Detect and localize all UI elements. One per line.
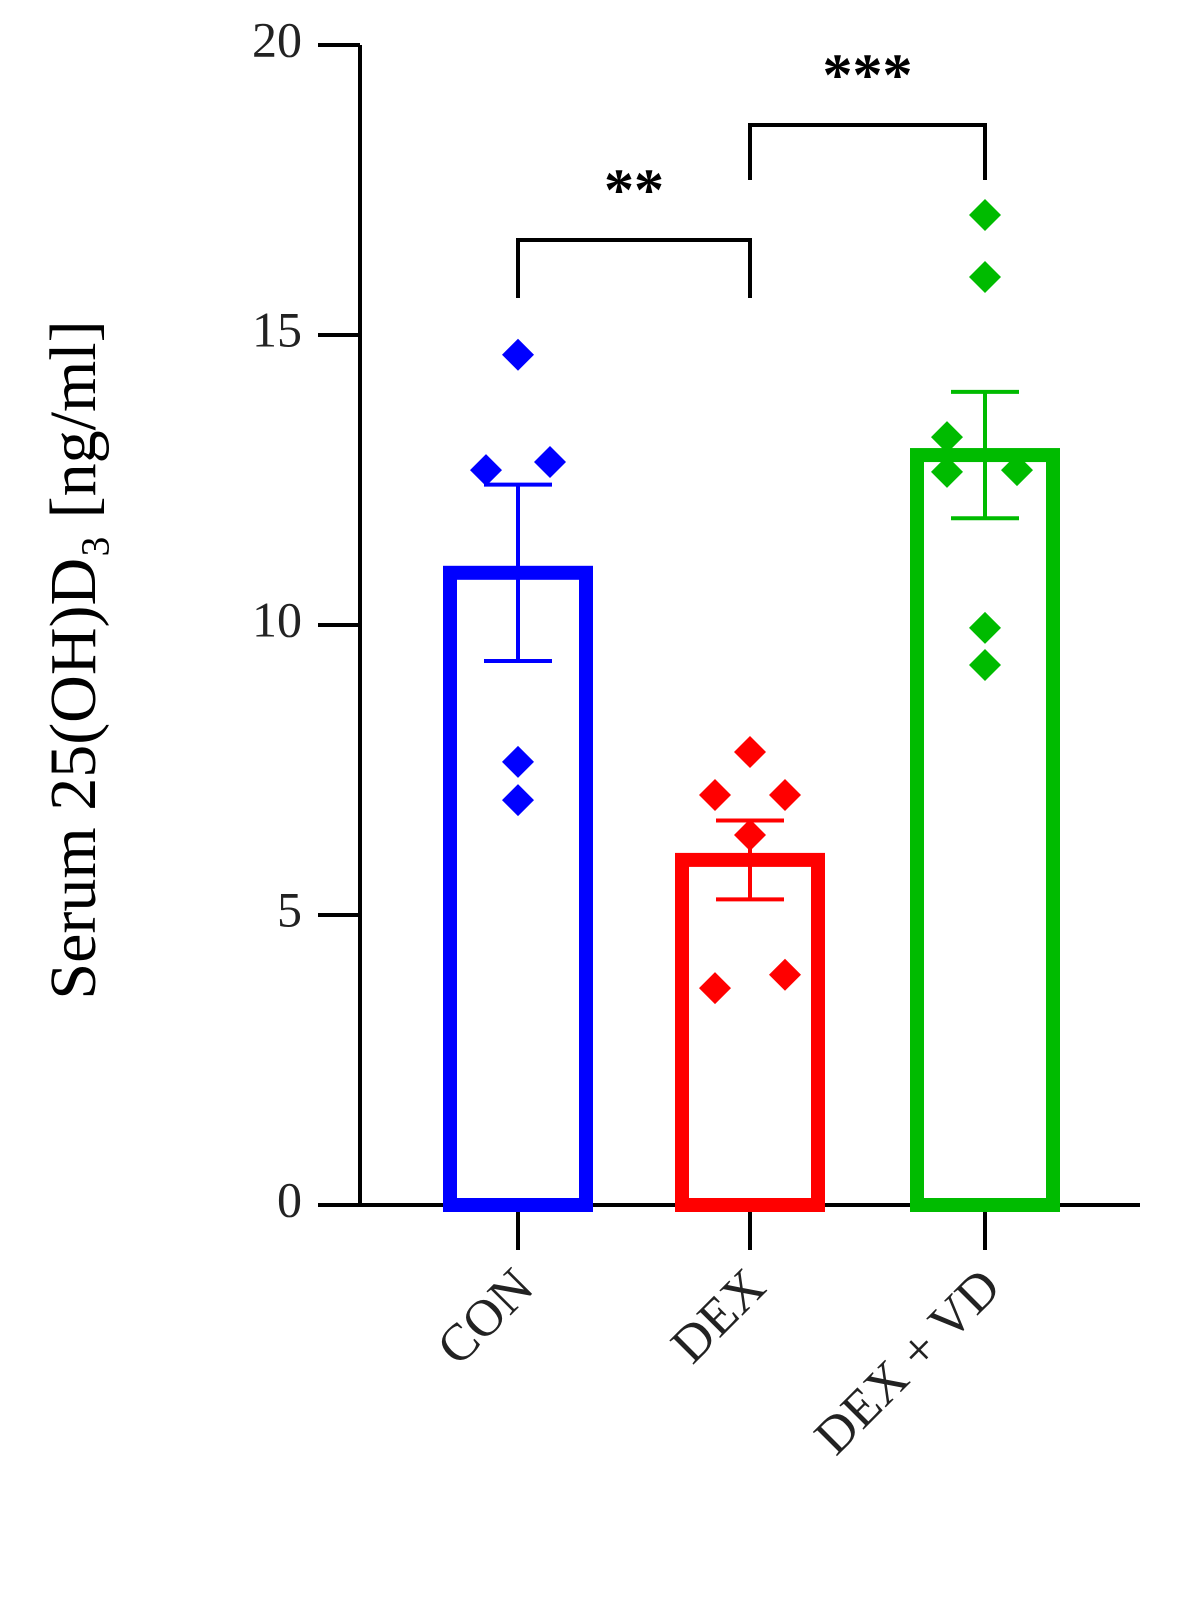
data-point — [969, 261, 1001, 293]
y-tick-label: 0 — [277, 1171, 302, 1227]
y-tick-label: 20 — [252, 11, 302, 67]
data-point — [1001, 454, 1033, 487]
data-point — [699, 778, 731, 811]
data-point — [502, 784, 534, 817]
x-tick-label: DEX — [661, 1258, 777, 1374]
significance-label: *** — [823, 42, 913, 108]
data-point — [769, 778, 801, 811]
data-point — [931, 455, 963, 488]
data-point — [969, 611, 1001, 644]
data-point — [969, 649, 1001, 682]
data-point — [470, 454, 502, 487]
data-point — [734, 818, 766, 851]
data-point — [502, 745, 534, 778]
y-tick-label: 5 — [277, 881, 302, 937]
error-bar — [484, 482, 552, 663]
significance-bracket — [516, 238, 752, 298]
bar — [443, 565, 593, 1212]
data-point — [502, 338, 534, 371]
data-point — [769, 958, 801, 991]
bar — [910, 448, 1060, 1212]
y-axis-label: Serum 25(OH)D₃ [ng/ml] — [37, 320, 110, 999]
x-tick-label: DEX + VD — [804, 1258, 1011, 1465]
data-point — [931, 421, 963, 454]
data-point — [969, 198, 1001, 231]
y-tick-label: 15 — [252, 301, 302, 357]
data-point — [734, 736, 766, 769]
significance-label: ** — [604, 157, 664, 223]
significance-bracket — [748, 123, 987, 180]
x-tick-label: CON — [427, 1258, 545, 1376]
data-point — [534, 446, 566, 479]
y-tick-label: 10 — [252, 591, 302, 647]
error-bar — [951, 389, 1019, 521]
data-point — [699, 972, 731, 1005]
bar — [675, 852, 825, 1213]
